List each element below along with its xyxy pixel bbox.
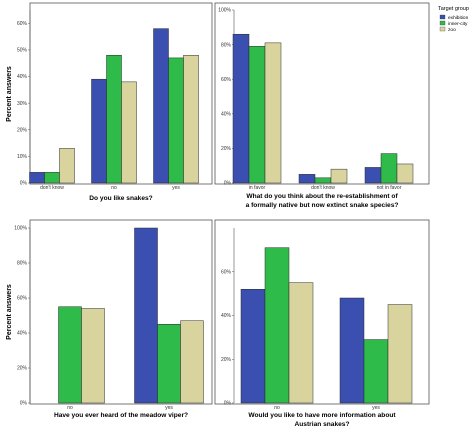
panel-3-title: Have you ever heard of the meadow viper? [54,412,188,419]
x-tick-label: yes [165,405,173,411]
y-tick-label: 40% [221,313,232,319]
bar-inner-city-1 [44,172,60,184]
bar-exhibition-2 [134,227,158,404]
bar-zoo-2 [121,81,137,184]
bar-zoo-1 [59,148,75,184]
legend-swatch-zoo [439,26,446,32]
y-tick-label: 20% [221,357,232,363]
y-tick-label: 40% [17,74,28,80]
bar-inner-city-1 [248,46,266,184]
legend-label-zoo: zoo [448,28,456,33]
plots: 0% 10% 20% 30% 40% 50% 60% don't know no yes 0% 20%… [14,8,414,411]
y-tick-label: 0% [20,401,28,407]
y-tick-label: 30% [17,101,28,107]
y-tick-label: 80% [221,42,232,48]
panel-1-title: Do you like snakes? [89,195,152,202]
y-tick-label: 40% [221,112,232,118]
bar-exhibition-3 [364,167,382,184]
y-tick-label: 0% [20,181,28,187]
chart-panel-3: 0% 20% 40% 60% 80% 100% no yes [14,226,204,411]
x-tick-label: no [111,185,117,191]
x-tick-label: in favor [249,185,266,191]
panel-2-title-line-2: a formally native but now extinct snake … [246,202,399,209]
y-tick-label: 60% [17,21,28,27]
y-axis-label-top: Percent answers [6,66,13,122]
y-tick-label: 60% [221,269,232,275]
y-tick-label: 60% [221,77,232,83]
y-tick-label: 20% [17,366,28,372]
legend-label-exhibition: exhibition [448,15,469,21]
bar-zoo-2 [387,304,413,404]
bar-exhibition-2 [298,174,316,184]
bar-exhibition-1 [29,172,45,184]
x-tick-label: don't know [40,185,64,191]
legend-label-inner-city: inner-city [448,21,468,27]
bar-inner-city-3 [168,57,184,184]
legend-swatch-inner-city [439,20,446,26]
y-tick-label: 10% [17,154,28,160]
bar-zoo-3 [396,163,414,184]
x-tick-label: yes [172,185,180,191]
bar-exhibition-2 [339,297,365,404]
panel-2-title-line-1: What do you think about the re-establish… [246,193,398,200]
bar-exhibition-1 [240,289,266,404]
x-tick-label: no [274,405,280,411]
bar-exhibition-1 [232,33,250,184]
bar-inner-city-1 [264,247,290,404]
x-tick-label: don't know [311,185,335,191]
y-tick-label: 20% [221,146,232,152]
chart-panel-4: 0% 20% 40% 60% no yes [221,228,413,411]
bar-zoo-2 [330,168,348,184]
bar-exhibition-3 [153,28,169,184]
chart-panel-1: 0% 10% 20% 30% 40% 50% 60% don't know no yes [17,10,199,191]
y-tick-label: 80% [17,261,28,267]
y-tick-label: 0% [224,181,232,187]
bar-zoo-1 [288,282,314,404]
bar-inner-city-1 [58,306,82,404]
bar-inner-city-2 [106,54,122,184]
y-tick-label: 0% [224,401,232,407]
bar-zoo-1 [81,308,105,404]
legend-swatch-exhibition [439,14,446,20]
y-tick-label: 100% [218,8,231,14]
x-tick-label: not in favor [377,185,402,191]
bar-zoo-1 [264,42,282,184]
y-tick-label: 60% [17,296,28,302]
y-tick-label: 50% [17,48,28,54]
y-tick-label: 100% [14,226,27,232]
y-tick-label: 40% [17,331,28,337]
panel-4-title-line-1: Would you like to have more information … [248,412,396,419]
y-axis-label-bottom: Percent answers [6,284,13,340]
legend: Target group exhibition inner-city zoo [438,6,469,33]
bar-inner-city-3 [380,153,398,184]
chart-panel-2: 0% 20% 40% 60% 80% 100% in favor don't know not … [218,8,414,191]
bar-zoo-3 [183,54,199,184]
y-tick-label: 20% [17,127,28,133]
bar-exhibition-2 [91,78,107,184]
x-tick-label: no [67,405,73,411]
legend-title: Target group [438,6,469,12]
bar-zoo-2 [180,320,204,404]
x-tick-label: yes [372,405,380,411]
bar-inner-city-2 [363,339,389,404]
panel-4-title-line-2: Austrian snakes? [295,421,350,428]
bar-inner-city-2 [314,177,332,184]
bar-inner-city-2 [157,324,181,404]
